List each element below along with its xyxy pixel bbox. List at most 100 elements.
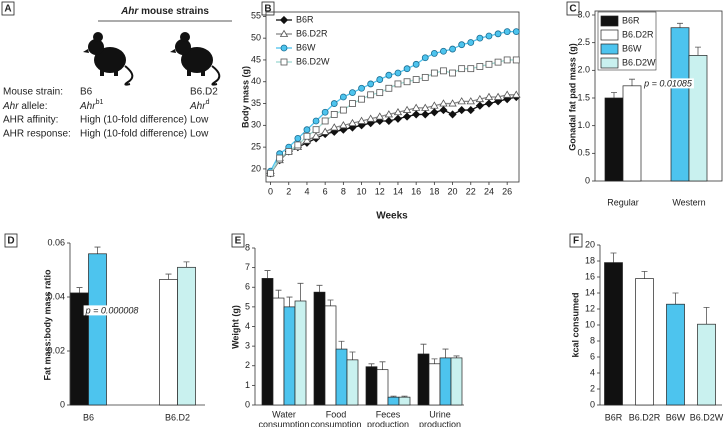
marker: [394, 80, 402, 88]
marker: [375, 116, 384, 126]
error-bar: [275, 289, 282, 299]
cell: Low: [190, 115, 209, 126]
marker: [276, 154, 284, 162]
row-label: AHR response:: [3, 129, 71, 140]
error-bar: [611, 92, 617, 98]
marker: [285, 148, 293, 155]
label: allele:: [21, 101, 47, 112]
y-tick-label: 6: [245, 282, 250, 292]
marker: [393, 107, 403, 116]
y-tick-label: 1.5: [577, 92, 590, 102]
bar: [88, 253, 107, 406]
y-tick-label: 4: [590, 367, 595, 377]
marker: [403, 78, 411, 86]
marker: [321, 117, 329, 125]
y-tick-label: 30: [251, 120, 261, 130]
marker: [394, 69, 402, 77]
cell: Ahrd: [189, 99, 210, 112]
y-tick-label: 12: [585, 303, 595, 313]
marker: [402, 112, 412, 121]
y-tick-label: 0.06: [47, 237, 65, 247]
bar: [635, 278, 654, 406]
x-tick-label: 20: [448, 186, 458, 196]
x-axis-label: Weeks: [376, 211, 408, 222]
error-bar: [379, 361, 386, 370]
marker: [440, 47, 447, 55]
marker: [494, 58, 502, 66]
y-tick-label: 0.04: [47, 291, 65, 301]
y-tick-label: 14: [585, 287, 595, 297]
x-tick-label: 14: [393, 186, 403, 196]
marker: [366, 114, 375, 122]
marker: [421, 110, 430, 119]
panel-letter: D: [7, 236, 14, 247]
y-tick-label: 0: [585, 175, 590, 185]
x-tick-label: Food: [326, 409, 347, 419]
row-label: AHR affinity:: [3, 115, 58, 126]
bar: [439, 357, 452, 406]
error-bar: [610, 252, 617, 263]
marker: [358, 84, 365, 92]
bar: [604, 262, 623, 406]
marker: [430, 69, 438, 77]
bar: [261, 278, 274, 406]
marker: [512, 56, 520, 64]
marker: [302, 136, 312, 144]
marker: [448, 99, 457, 107]
error-bar: [442, 348, 449, 358]
marker: [475, 94, 485, 103]
marker: [339, 106, 347, 114]
panel-letter: A: [4, 4, 11, 15]
bar: [604, 97, 624, 182]
allele-sup: d: [206, 99, 210, 106]
x-tick-label: 16: [411, 186, 421, 196]
y-tick-label: 18: [585, 255, 595, 265]
y-tick-label: 8: [245, 242, 250, 252]
gene: Ahr: [189, 101, 206, 112]
gene: Ahr: [79, 101, 96, 112]
error-bar: [368, 363, 375, 367]
y-tick-label: 2: [590, 383, 595, 393]
marker: [385, 71, 393, 79]
y-tick-label: 0: [60, 399, 65, 409]
cell: Ahrb1: [79, 99, 103, 112]
marker: [330, 123, 339, 131]
y-tick-label: 0: [590, 399, 595, 409]
x-tick-label: 24: [484, 186, 494, 196]
legend-label: B6.D2R: [622, 29, 654, 39]
y-tick-label: 16: [585, 271, 595, 281]
y-tick-label: 6: [590, 351, 595, 361]
marker: [411, 103, 421, 111]
x-tick-label: 18: [429, 186, 439, 196]
marker: [311, 131, 321, 140]
row-label: Mouse strain:: [3, 87, 63, 98]
x-tick-label: Water: [272, 409, 296, 419]
marker: [385, 84, 393, 92]
bar: [688, 55, 708, 182]
legend-label: B6W: [622, 43, 642, 53]
marker: [349, 100, 356, 107]
marker: [449, 45, 456, 53]
y-tick-label: 10: [585, 319, 595, 329]
cell: B6.D2: [190, 87, 218, 98]
marker: [466, 97, 475, 105]
error-bar: [695, 46, 701, 56]
x-tick-label: consumption: [310, 419, 361, 427]
error-bar: [297, 282, 304, 301]
mouse-icon: [170, 32, 221, 86]
x-tick-label: Urine: [429, 409, 451, 419]
bar: [313, 291, 326, 406]
error-bar: [264, 270, 271, 279]
legend-swatch: [600, 43, 619, 55]
cell: High (10-fold difference): [80, 129, 187, 140]
y-tick-label: 0: [245, 399, 250, 409]
marker: [339, 121, 348, 129]
marker: [330, 100, 338, 107]
bar: [376, 369, 389, 406]
series-line: [269, 59, 517, 174]
bar: [294, 300, 307, 406]
bar: [324, 305, 337, 406]
marker: [484, 92, 494, 100]
bar: [666, 303, 685, 406]
marker: [412, 60, 420, 68]
